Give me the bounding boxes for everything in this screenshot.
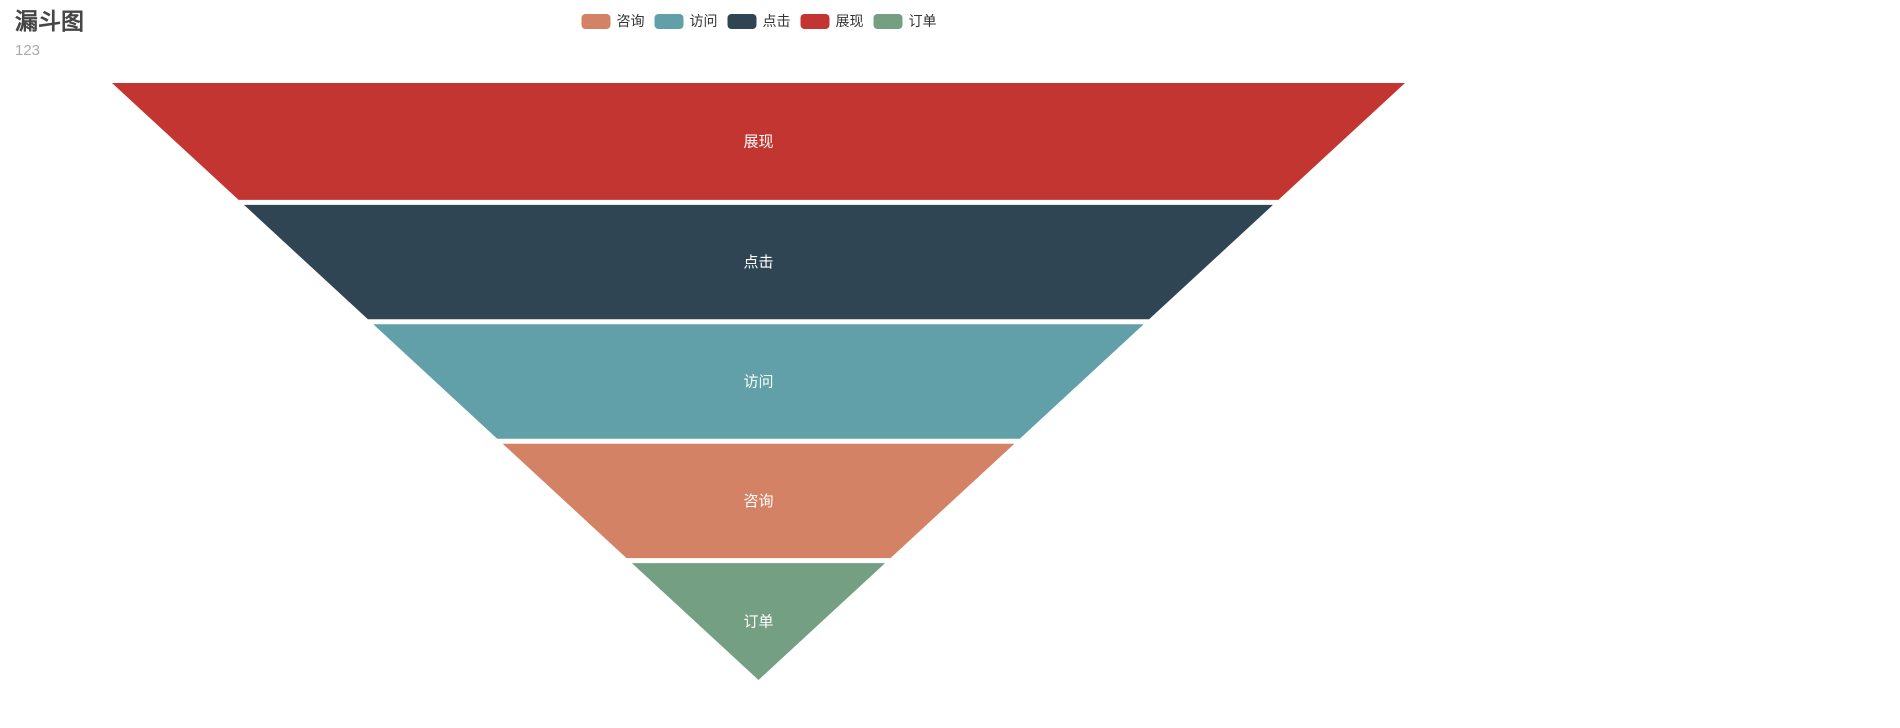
funnel-segment-impression[interactable] [112, 83, 1405, 200]
legend-label-consult: 咨询 [616, 13, 645, 29]
legend-item-click[interactable]: 点击 [727, 13, 791, 29]
chart-subtitle: 123 [15, 42, 41, 59]
funnel-segment-click[interactable] [244, 204, 1273, 320]
legend-item-visit[interactable]: 访问 [654, 13, 718, 29]
legend-label-click: 点击 [762, 13, 791, 29]
legend-label-order: 订单 [908, 13, 937, 29]
legend-swatch-visit [654, 14, 684, 29]
chart-title: 漏斗图 [15, 8, 84, 34]
legend-item-impression[interactable]: 展现 [800, 13, 864, 29]
legend-item-consult[interactable]: 咨询 [581, 13, 645, 29]
funnel-segment-consult[interactable] [502, 443, 1015, 559]
legend-label-visit: 访问 [689, 13, 718, 29]
legend-label-impression: 展现 [835, 13, 864, 29]
legend-swatch-click [727, 14, 757, 29]
legend-item-order[interactable]: 订单 [873, 13, 937, 29]
legend-swatch-consult [581, 14, 611, 29]
legend-swatch-order [873, 14, 903, 29]
funnel-segment-order[interactable] [631, 563, 886, 680]
legend: 咨询 访问 点击 展现 订单 [581, 13, 937, 29]
funnel-segment-visit[interactable] [373, 324, 1144, 439]
legend-swatch-impression [800, 14, 830, 29]
